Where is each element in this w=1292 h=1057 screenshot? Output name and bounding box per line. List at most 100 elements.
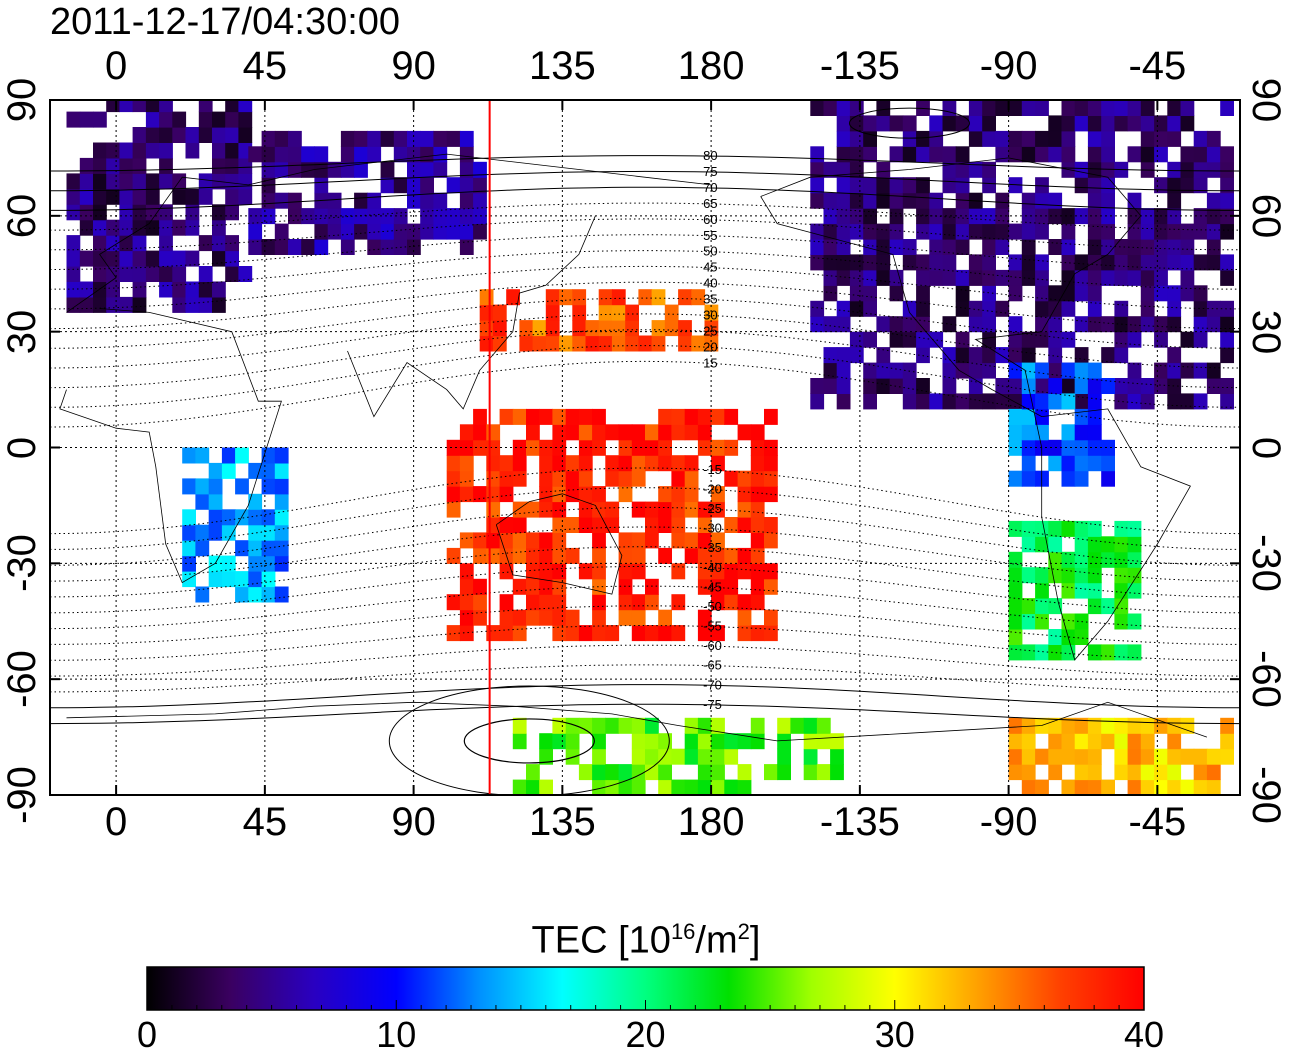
tec-cell — [340, 130, 355, 147]
tec-cell — [1061, 439, 1076, 456]
tec-cell — [1101, 598, 1115, 615]
contour-line — [50, 281, 1240, 330]
tec-cell — [512, 625, 527, 642]
tec-cell — [929, 331, 944, 348]
tec-cell — [1154, 130, 1168, 147]
tec-cell — [678, 289, 692, 306]
tec-cell — [446, 130, 461, 147]
tec-cell — [625, 320, 639, 337]
tec-cell — [968, 100, 983, 116]
south-pole-contour — [463, 718, 595, 764]
tec-cell — [658, 501, 672, 518]
tec-cell — [473, 192, 487, 209]
tec-cell — [261, 130, 276, 147]
tec-cell — [777, 733, 791, 750]
tec-cell — [684, 486, 699, 503]
tec-cell — [592, 517, 606, 533]
tec-cell — [849, 192, 864, 209]
tec-cell — [942, 223, 957, 240]
tec-cell — [1101, 100, 1115, 116]
tec-cell — [1114, 393, 1129, 410]
tec-cell — [235, 447, 249, 464]
tec-cell — [750, 547, 765, 564]
tec-cell — [658, 764, 672, 781]
tec-cell — [955, 347, 970, 364]
tec-cell — [645, 594, 659, 611]
tec-cell — [836, 362, 851, 379]
tec-cell — [545, 320, 560, 337]
tec-cell — [433, 146, 448, 163]
tec-cell — [248, 223, 263, 240]
tec-cell — [479, 320, 494, 337]
tec-cell — [711, 748, 725, 765]
tec-cell — [803, 733, 818, 750]
tec-cell — [929, 115, 944, 132]
tec-cell — [274, 462, 289, 479]
tec-cell — [902, 239, 917, 255]
tec-cell — [638, 289, 653, 306]
tec-cell — [274, 524, 289, 541]
tec-cell — [658, 547, 672, 564]
tec-cell — [849, 347, 864, 364]
tec-cell — [1035, 100, 1049, 116]
tec-cell — [849, 130, 864, 147]
tec-cell — [1074, 520, 1089, 537]
tec-cell — [552, 470, 567, 487]
tec-cell — [132, 296, 147, 313]
tec-cell — [863, 300, 877, 317]
tec-cell — [221, 524, 236, 541]
tec-cell — [902, 130, 917, 147]
tec-cell — [916, 331, 930, 348]
tec-cell — [671, 424, 686, 441]
tec-cell — [1021, 470, 1036, 487]
tec-cell — [446, 547, 461, 564]
tec-cell — [526, 532, 540, 549]
tec-cell — [618, 764, 633, 781]
tec-cell — [354, 130, 368, 147]
tec-cell — [1220, 733, 1234, 750]
tec-cell — [261, 192, 276, 209]
tec-cell — [198, 296, 213, 313]
tec-cell — [849, 254, 864, 271]
tec-cell — [1167, 378, 1182, 394]
tec-cell — [684, 455, 699, 472]
tec-cell — [499, 408, 514, 425]
tec-cell — [658, 408, 672, 425]
tec-cell — [380, 177, 395, 194]
tec-cell — [1154, 285, 1168, 302]
tec-cell — [248, 146, 263, 163]
tec-cell — [697, 547, 712, 564]
tec-cell — [1101, 470, 1115, 487]
tec-cell — [1127, 208, 1142, 225]
tec-cell — [93, 219, 107, 236]
tec-cell — [645, 748, 659, 765]
tec-cell — [1140, 269, 1155, 286]
tec-cell — [473, 408, 487, 425]
tec-cell — [274, 586, 289, 603]
tec-cell — [106, 250, 120, 267]
tec-cell — [1035, 177, 1049, 194]
tec-cell — [1167, 300, 1182, 317]
tec-cell — [539, 578, 553, 595]
tec-cell — [1061, 644, 1076, 661]
tec-cell — [1048, 748, 1063, 765]
tec-cell — [552, 532, 567, 549]
tec-cell — [1021, 717, 1036, 734]
tec-cell — [367, 208, 382, 225]
tec-cell — [552, 455, 567, 472]
tec-cell — [737, 733, 752, 750]
tec-cell — [724, 547, 739, 564]
tec-cell — [274, 493, 289, 510]
tec-cell — [66, 188, 81, 205]
tec-cell — [697, 717, 712, 734]
contour-line — [50, 170, 1240, 192]
tec-cell — [66, 111, 81, 128]
contour-line — [50, 360, 1240, 428]
tec-cell — [1127, 223, 1142, 240]
tec-cell — [1206, 130, 1221, 147]
contour-line — [50, 234, 1240, 270]
tec-cell — [79, 281, 94, 298]
tec-cell — [1021, 598, 1036, 615]
coastline — [66, 153, 712, 313]
tec-cell — [1008, 331, 1023, 348]
